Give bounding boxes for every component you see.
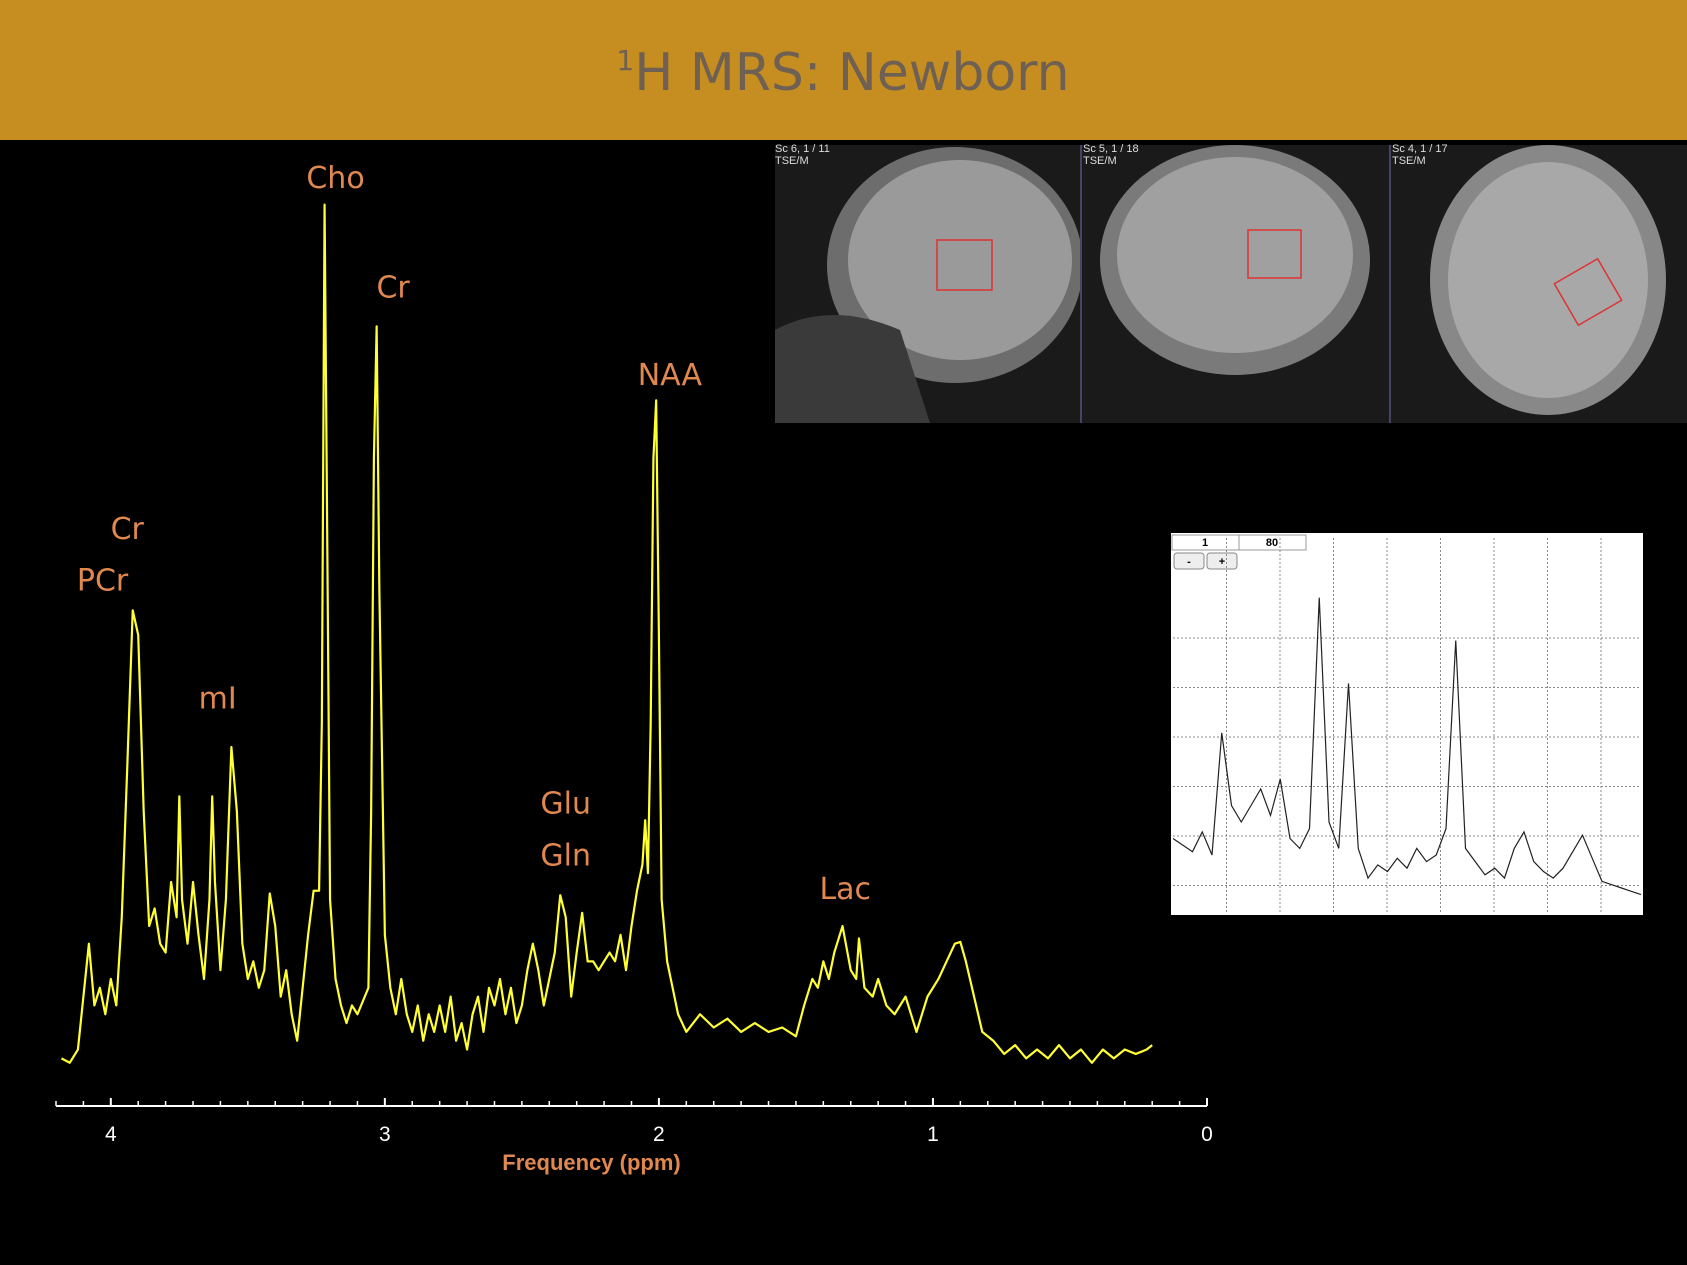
inset-field-text: 80 xyxy=(1266,537,1278,549)
voxel-box xyxy=(936,239,993,291)
inset-spectrum: 1 80 - + xyxy=(1171,533,1643,915)
brain-shape xyxy=(848,160,1072,360)
x-axis-title: Frequency (ppm) xyxy=(502,1150,680,1175)
peak-label: PCr xyxy=(77,563,129,598)
brain-shape xyxy=(1448,162,1648,398)
image-caption: Sc 6, 1 / 11 xyxy=(775,143,830,155)
inset-button-text[interactable]: - xyxy=(1187,556,1191,568)
image-caption: TSE/M xyxy=(1392,155,1426,167)
inset-button[interactable] xyxy=(1173,552,1205,570)
spectrum-line xyxy=(60,203,1153,1064)
mri-panels xyxy=(775,145,1687,423)
inset-button[interactable] xyxy=(1206,552,1238,570)
inset-button-text[interactable]: + xyxy=(1219,556,1225,568)
voxel-box xyxy=(1247,229,1302,279)
image-caption: Sc 4, 1 / 17 xyxy=(1392,143,1448,155)
peak-label: mI xyxy=(199,682,237,717)
inset-field-text: 1 xyxy=(1202,537,1208,549)
voxel-box xyxy=(1553,257,1623,327)
x-tick-label: 2 xyxy=(653,1123,665,1146)
x-tick-label: 1 xyxy=(927,1123,939,1146)
peak-label: NAA xyxy=(638,358,703,393)
brain-shape xyxy=(1117,157,1353,353)
peak-label: Gln xyxy=(540,839,591,874)
peak-label: Cr xyxy=(111,512,145,547)
image-caption: TSE/M xyxy=(775,155,809,167)
inset-trace xyxy=(1172,597,1642,896)
brain-shape xyxy=(775,315,930,423)
x-tick-label: 0 xyxy=(1201,1123,1213,1146)
slide-title: 1H MRS: Newborn xyxy=(616,43,1069,103)
header-bar xyxy=(0,0,1687,140)
title-text: H MRS: Newborn xyxy=(634,43,1069,103)
x-tick-label: 3 xyxy=(379,1123,391,1146)
image-caption: TSE/M xyxy=(1083,155,1117,167)
peak-label: Cho xyxy=(306,161,364,196)
peak-label: Glu xyxy=(540,786,591,821)
title-superscript: 1 xyxy=(616,44,634,77)
peak-label: Cr xyxy=(376,270,410,305)
inset-background xyxy=(1171,533,1643,915)
image-caption: Sc 5, 1 / 18 xyxy=(1083,143,1139,155)
x-tick-label: 4 xyxy=(105,1123,117,1146)
inset-field xyxy=(1238,534,1307,551)
peak-label: Lac xyxy=(819,872,871,907)
